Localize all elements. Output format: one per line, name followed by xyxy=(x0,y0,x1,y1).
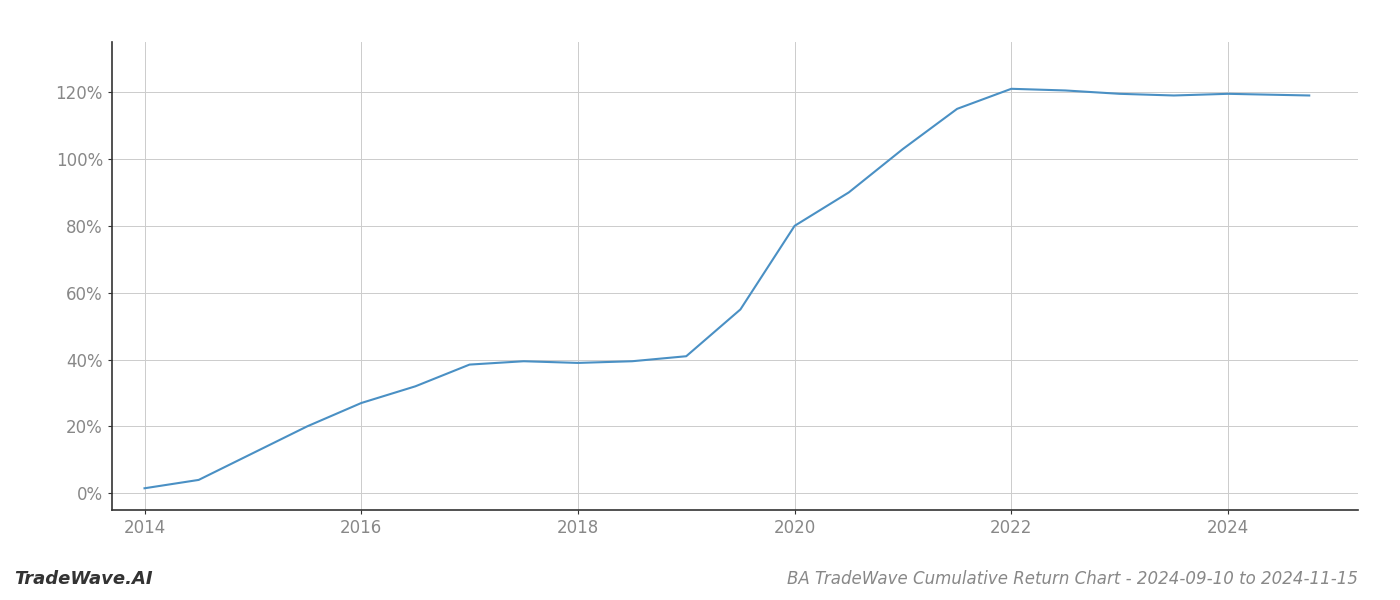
Text: BA TradeWave Cumulative Return Chart - 2024-09-10 to 2024-11-15: BA TradeWave Cumulative Return Chart - 2… xyxy=(787,570,1358,588)
Text: TradeWave.AI: TradeWave.AI xyxy=(14,570,153,588)
